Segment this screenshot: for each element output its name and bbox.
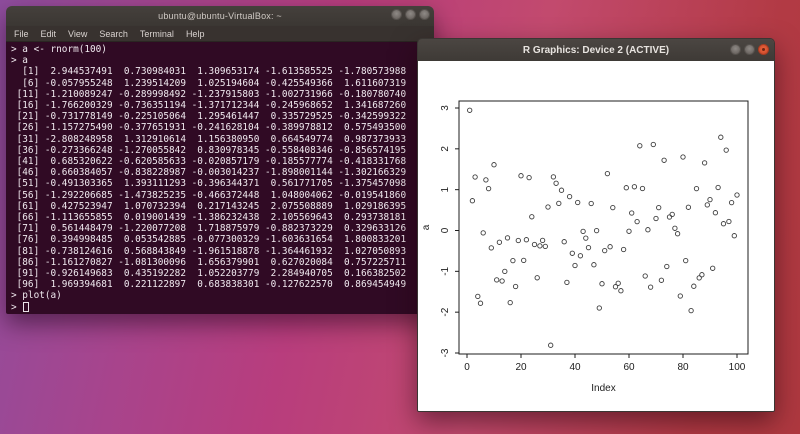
y-axis-label: a [421,224,432,230]
x-axis-label: Index [591,383,615,394]
svg-text:2: 2 [440,146,451,152]
menu-terminal[interactable]: Terminal [139,28,174,39]
terminal-window[interactable]: ubuntu@ubuntu-VirtualBox: ~ File Edit View… [6,6,434,314]
terminal-output: > a <- rnorm(100) > a [1] 2.944537491 0.… [11,44,407,302]
terminal-prompt-line[interactable]: > [11,302,434,313]
svg-text:40: 40 [569,362,581,373]
scatter-plot: 0 20 40 60 80 100 -3 -2 -1 0 1 2 3 Index a [421,100,749,394]
menu-view[interactable]: View [68,28,88,39]
menu-edit[interactable]: Edit [40,28,57,39]
svg-text:60: 60 [623,362,635,373]
r-graphics-window[interactable]: R Graphics: Device 2 (ACTIVE) 0 20 40 60 80 1… [417,38,775,412]
r-graphics-minimize-button[interactable] [730,44,741,55]
menu-help[interactable]: Help [185,28,205,39]
svg-text:100: 100 [729,362,746,373]
terminal-body[interactable]: > a <- rnorm(100) > a [1] 2.944537491 0.… [6,42,434,314]
terminal-close-button[interactable] [419,9,430,20]
terminal-titlebar[interactable]: ubuntu@ubuntu-VirtualBox: ~ [6,6,434,26]
terminal-title: ubuntu@ubuntu-VirtualBox: ~ [158,11,282,21]
terminal-maximize-button[interactable] [405,9,416,20]
r-graphics-window-buttons [730,44,769,55]
r-graphics-title: R Graphics: Device 2 (ACTIVE) [522,44,670,56]
svg-text:0: 0 [464,362,470,373]
svg-text:-1: -1 [440,266,451,275]
svg-text:-2: -2 [440,307,451,316]
terminal-prompt: > [11,301,23,313]
menu-search[interactable]: Search [99,28,128,39]
svg-text:3: 3 [440,105,451,111]
terminal-cursor [23,302,30,313]
terminal-window-buttons [391,9,430,20]
svg-text:-3: -3 [440,348,451,357]
r-graphics-maximize-button[interactable] [744,44,755,55]
terminal-minimize-button[interactable] [391,9,402,20]
svg-text:80: 80 [677,362,689,373]
svg-text:1: 1 [440,186,451,192]
terminal-menubar: File Edit View Search Terminal Help [6,26,434,42]
r-graphics-close-button[interactable] [758,44,769,55]
svg-text:0: 0 [440,227,451,233]
svg-text:20: 20 [515,362,527,373]
menu-file[interactable]: File [14,28,29,39]
r-graphics-titlebar[interactable]: R Graphics: Device 2 (ACTIVE) [418,39,774,61]
r-plot-area: 0 20 40 60 80 100 -3 -2 -1 0 1 2 3 Index a [418,61,774,411]
